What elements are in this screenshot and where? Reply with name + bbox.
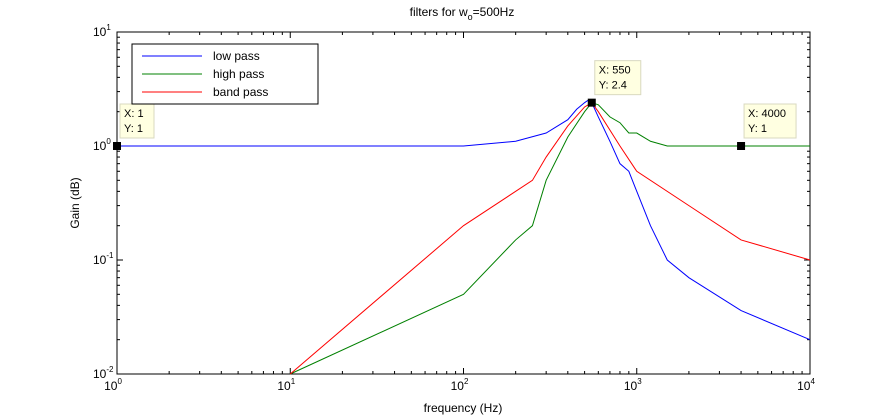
x-axis-label: frequency (Hz) — [424, 401, 503, 415]
x-tick-label-exponent: 0 — [117, 377, 122, 386]
datatip[interactable]: X: 4000 Y: 1 — [737, 103, 797, 150]
y-tick-label: 10-1 — [93, 251, 114, 267]
y-tick-label-base: 10 — [93, 25, 107, 39]
x-tick-label: 100 — [104, 377, 122, 393]
y-axis-label: Gain (dB) — [68, 177, 82, 228]
datatip-marker[interactable] — [737, 142, 746, 150]
legend-label-band-pass: band pass — [213, 85, 268, 99]
datatip-box — [743, 103, 797, 139]
chart-title-subscript: o — [468, 12, 473, 22]
datatip-marker[interactable] — [587, 98, 596, 107]
x-tick-label-exponent: 3 — [637, 377, 642, 386]
datatip[interactable]: X: 1 Y: 1 — [113, 103, 155, 150]
datatip-y-text: Y: 2.4 — [599, 80, 627, 92]
datatip-x-text: X: 4000 — [748, 108, 786, 120]
datatip-x-text: X: 1 — [124, 108, 144, 120]
y-tick-label-exponent: -1 — [106, 251, 114, 260]
y-tick-label-exponent: 0 — [106, 137, 111, 146]
legend-items: low pass high pass band pass — [142, 49, 268, 99]
x-tick-label-base: 10 — [797, 379, 811, 393]
chart-title: filters for wo=500Hz — [410, 5, 515, 22]
x-tick-label: 101 — [277, 377, 295, 393]
series-line-high-pass[interactable] — [290, 102, 810, 375]
datatip-box — [119, 103, 155, 139]
legend-label-high-pass: high pass — [213, 67, 264, 81]
x-tick-labels: 100 101 102 103 104 — [104, 377, 815, 393]
datatip-marker[interactable] — [113, 142, 121, 150]
x-tick-label-exponent: 2 — [464, 377, 469, 386]
series-line-low-pass[interactable] — [117, 100, 811, 341]
x-tick-label-base: 10 — [104, 379, 118, 393]
chart-title-suffix: =500Hz — [473, 5, 515, 19]
y-tick-label-base: 10 — [93, 253, 107, 267]
y-tick-label: 101 — [93, 23, 111, 39]
datatip-y-text: Y: 1 — [124, 123, 143, 135]
datatip-y-text: Y: 1 — [748, 123, 767, 135]
datatip-x-text: X: 550 — [599, 65, 631, 77]
y-tick-label-base: 10 — [93, 367, 107, 381]
x-tick-label-exponent: 1 — [291, 377, 296, 386]
datatip[interactable]: X: 550 Y: 2.4 — [587, 60, 642, 107]
datatips: X: 1 Y: 1 X: 550 Y: 2.4 X: 4000 Y: 1 — [113, 60, 797, 150]
x-tick-label: 104 — [797, 377, 815, 393]
x-tick-label: 103 — [624, 377, 642, 393]
chart-title-main: filters for w — [410, 5, 468, 19]
x-tick-label-exponent: 4 — [810, 377, 815, 386]
y-tick-label: 100 — [93, 137, 111, 153]
datatip-box — [594, 60, 642, 96]
y-tick-label-exponent: -2 — [106, 365, 114, 374]
y-tick-label-base: 10 — [93, 139, 107, 153]
x-tick-label-base: 10 — [277, 379, 291, 393]
x-tick-label-base: 10 — [624, 379, 638, 393]
legend[interactable]: low pass high pass band pass — [131, 43, 319, 105]
legend-label-low-pass: low pass — [213, 49, 260, 63]
y-tick-label: 10-2 — [93, 365, 114, 381]
x-tick-label-base: 10 — [451, 379, 465, 393]
x-tick-label: 102 — [451, 377, 469, 393]
y-tick-label-exponent: 1 — [106, 23, 111, 32]
